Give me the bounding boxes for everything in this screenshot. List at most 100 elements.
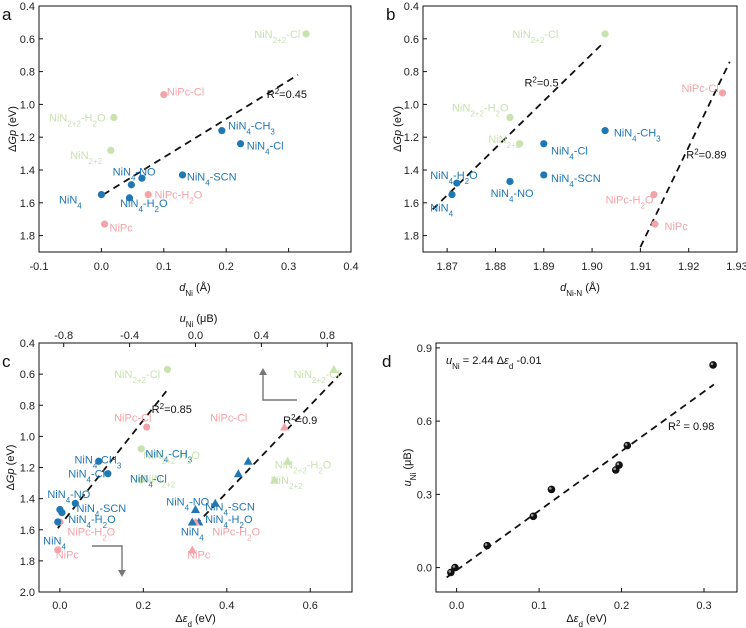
data-point: [95, 457, 103, 465]
data-point: [540, 140, 548, 148]
point-label: NiN2+2-Cl: [114, 369, 160, 385]
r2-label: R2=0.5: [524, 75, 558, 90]
data-point: [138, 174, 146, 182]
data-point: [506, 177, 514, 186]
point-label: NiN4: [181, 526, 204, 542]
data-point: [137, 445, 145, 453]
data-point-highlight: [484, 543, 488, 546]
x-axis-label: dNi (Å): [179, 281, 210, 298]
x-tick-label: 0.4: [219, 600, 234, 612]
point-label: NiN2+2-Cl: [512, 29, 558, 45]
x-tick-label: 0.6: [303, 600, 318, 612]
point-label: NiN4-SCN: [77, 503, 127, 519]
data-point: [302, 30, 310, 38]
point-label: NiN2+2-H2O: [275, 459, 332, 475]
point-label: NiN4: [59, 195, 82, 211]
point-label: NiN2+2: [271, 475, 303, 491]
data-point: [110, 113, 118, 122]
y-tick-label: 1.0: [404, 99, 419, 111]
point-label: NiN2+2: [70, 150, 102, 166]
data-point-triangle: [270, 475, 280, 484]
data-point: [163, 365, 172, 374]
top-tick-label: 0.0: [188, 330, 203, 342]
data-point: [623, 441, 632, 450]
point-label: NiN4: [430, 203, 453, 219]
x-tick-label: 1.93: [726, 261, 746, 273]
y-tick-label: 1.4: [20, 494, 35, 506]
y-axis-label: uNi (μB): [402, 449, 418, 487]
panel-a: -0.1 0.0 0.1 0.2 0.3 0.4 0.4 0.6 0.8 1.0 1.2 1.4 1.6…: [7, 1, 359, 298]
y-tick-label: 1.8: [20, 556, 35, 568]
x-tick-label: 0.2: [219, 261, 234, 273]
data-point-triangle: [210, 498, 220, 507]
point-label: NiN4-H2O: [68, 514, 116, 530]
data-point: [100, 220, 109, 228]
data-point: [718, 89, 727, 97]
data-point-highlight: [530, 513, 534, 517]
point-label: NiN2+2: [143, 473, 175, 489]
y-tick-label: 0.0: [417, 563, 432, 575]
x-axis-label: Δεd (eV): [175, 613, 216, 628]
point-label: NiPc-H2O: [154, 190, 202, 206]
top-axis-label: uNi (μB): [180, 313, 218, 329]
data-point: [453, 179, 461, 187]
data-point: [451, 563, 459, 572]
data-point-triangle: [187, 517, 197, 526]
point-label: NiN4-Cl: [68, 469, 105, 485]
fit-line: [432, 41, 605, 211]
data-point: [54, 546, 62, 554]
point-label: NiN4-H2O: [430, 170, 478, 186]
data-point: [483, 541, 491, 550]
x-tick-label: 1.92: [678, 261, 699, 273]
data-point: [601, 127, 609, 135]
point-label: NiN4-SCN: [187, 172, 237, 188]
y-tick-label: 1.8: [20, 231, 35, 243]
point-label: NiPc: [110, 222, 134, 234]
data-point: [137, 476, 145, 484]
y-tick-label: 0.6: [417, 416, 432, 428]
data-point: [516, 140, 524, 148]
y-tick-label: 1.6: [20, 198, 35, 210]
y-axis-label: ΔGp (eV): [7, 106, 19, 152]
panel-letter-a: a: [2, 5, 12, 24]
x-tick-label: 1.87: [436, 261, 457, 273]
data-point: [547, 485, 556, 494]
data-point: [54, 518, 62, 526]
point-label: NiN2+2-H2O: [143, 450, 200, 466]
r2-label: R2=0.85: [152, 402, 192, 417]
y-tick-label: 0.4: [404, 1, 419, 13]
x-tick-label: 0.0: [52, 600, 67, 612]
point-label: NiPc-H2O: [212, 526, 260, 542]
fit-line: [639, 61, 731, 248]
point-label: NiN4-NO: [47, 489, 90, 505]
fit-line: [446, 383, 715, 579]
point-label: NiN4-H2O: [120, 198, 168, 214]
y-tick-label: 1.4: [404, 165, 419, 177]
fit-equation: uNi = 2.44 Δεd -0.01: [446, 355, 541, 371]
point-label: NiPc: [56, 550, 80, 562]
panel-d: 0.0 0.1 0.2 0.3 0.0 0.3 0.6 0.9 uNi = 2.44 Δεd -…: [402, 342, 738, 628]
data-point: [178, 171, 187, 179]
data-point: [540, 171, 548, 179]
point-label: NiN4-NO: [491, 188, 534, 204]
y-tick-label: 1.8: [404, 231, 419, 243]
top-tick-label: -0.8: [54, 330, 73, 342]
x-tick-label: 1.88: [485, 261, 506, 273]
x-tick-label: 0.1: [531, 600, 546, 612]
top-axis-arrow: [259, 368, 297, 401]
panel-letter-d: d: [382, 352, 391, 371]
data-point-highlight: [616, 462, 620, 466]
r2-label: R2=0.45: [267, 86, 307, 101]
bottom-axis-arrow: [92, 545, 126, 577]
x-tick-label: 0.3: [696, 600, 711, 612]
point-label: NiN2+2-Cl: [254, 29, 300, 45]
plot-frame-d: [435, 342, 738, 593]
point-label: NiN2+2-H2O: [49, 113, 106, 128]
y-tick-label: 1.2: [20, 132, 35, 144]
x-tick-label: 1.90: [581, 261, 602, 273]
y-tick-label: 0.9: [417, 343, 432, 355]
data-point: [125, 194, 134, 202]
data-point: [160, 90, 168, 99]
x-tick-label: 1.91: [630, 261, 651, 273]
